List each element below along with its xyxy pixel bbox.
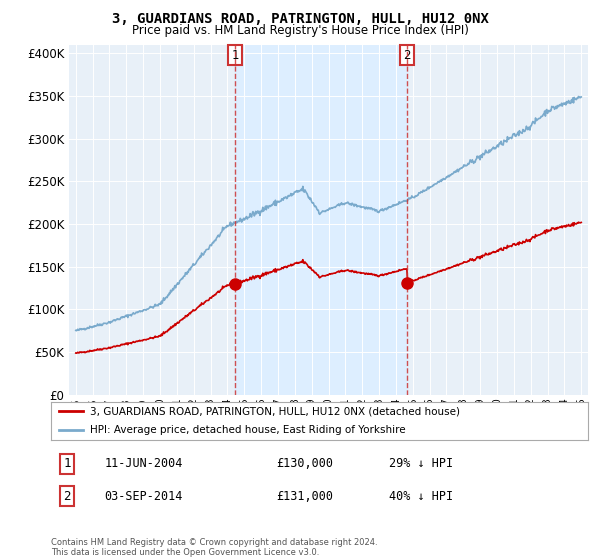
Text: Contains HM Land Registry data © Crown copyright and database right 2024.
This d: Contains HM Land Registry data © Crown c…: [51, 538, 377, 557]
Text: 1: 1: [64, 457, 71, 470]
Text: 11-JUN-2004: 11-JUN-2004: [105, 457, 183, 470]
Text: £131,000: £131,000: [277, 489, 334, 503]
Text: 2: 2: [403, 49, 411, 62]
Bar: [235, 45, 407, 395]
Text: 3, GUARDIANS ROAD, PATRINGTON, HULL, HU12 0NX: 3, GUARDIANS ROAD, PATRINGTON, HULL, HU1…: [112, 12, 488, 26]
Text: £130,000: £130,000: [277, 457, 334, 470]
Text: 03-SEP-2014: 03-SEP-2014: [105, 489, 183, 503]
Text: 29% ↓ HPI: 29% ↓ HPI: [389, 457, 454, 470]
Text: 2: 2: [64, 489, 71, 503]
Text: 1: 1: [232, 49, 239, 62]
Text: HPI: Average price, detached house, East Riding of Yorkshire: HPI: Average price, detached house, East…: [89, 425, 405, 435]
Text: 3, GUARDIANS ROAD, PATRINGTON, HULL, HU12 0NX (detached house): 3, GUARDIANS ROAD, PATRINGTON, HULL, HU1…: [89, 406, 460, 416]
Text: Price paid vs. HM Land Registry's House Price Index (HPI): Price paid vs. HM Land Registry's House …: [131, 24, 469, 36]
Text: 40% ↓ HPI: 40% ↓ HPI: [389, 489, 454, 503]
